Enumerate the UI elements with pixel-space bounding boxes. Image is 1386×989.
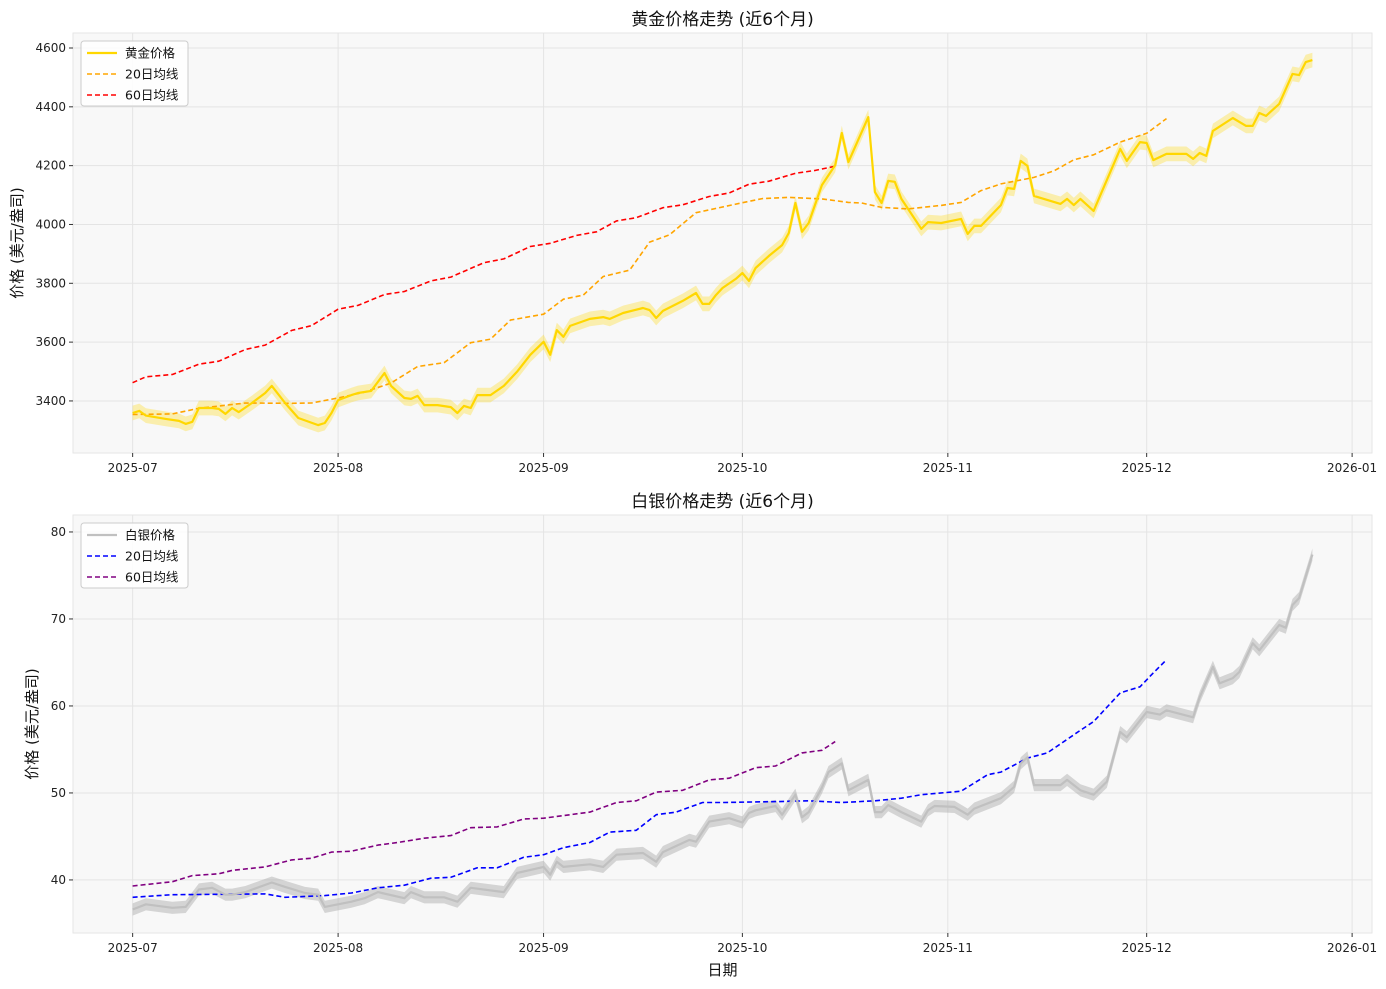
y-tick-label: 60: [51, 699, 66, 713]
plot-area: [72, 32, 1373, 454]
x-tick-label: 2025-07: [108, 941, 158, 955]
legend-label: 60日均线: [125, 570, 179, 585]
silver-series-ma60-line: [132, 740, 836, 887]
silver-series-price-line: [132, 554, 1314, 911]
y-tick-label: 70: [51, 612, 66, 626]
y-tick-label: 4600: [35, 41, 66, 55]
x-tick-label: 2025-10: [717, 941, 767, 955]
x-axis-label: 日期: [707, 961, 737, 979]
x-tick-label: 2025-12: [1122, 461, 1172, 475]
y-tick-label: 4000: [35, 217, 66, 231]
y-tick-label: 4400: [35, 100, 66, 114]
x-tick-label: 2025-10: [717, 461, 767, 475]
chart-title: 黄金价格走势 (近6个月): [631, 10, 813, 30]
y-tick-label: 40: [51, 873, 66, 887]
x-tick-label: 2025-11: [923, 461, 973, 475]
y-tick-label: 80: [51, 525, 66, 539]
legend-label: 黄金价格: [125, 46, 176, 61]
gold-price-chart: 2025-07 2025-08 2025-09 2025-10 2025-11 2025-…: [8, 10, 1377, 475]
x-tick-label: 2025-09: [518, 941, 568, 955]
legend-label: 白银价格: [125, 528, 176, 543]
x-tick-label: 2025-12: [1122, 941, 1172, 955]
y-tick-label: 3400: [35, 394, 66, 408]
chart-title: 白银价格走势 (近6个月): [631, 492, 813, 512]
gold-series-ma60-line: [132, 165, 836, 384]
x-tick-label: 2025-08: [313, 941, 363, 955]
legend-label: 20日均线: [125, 549, 179, 564]
plot-area: [72, 514, 1373, 934]
y-tick-label: 50: [51, 786, 66, 800]
y-axis-label: 价格 (美元/盎司): [23, 668, 41, 780]
legend-label: 60日均线: [125, 88, 179, 103]
x-tick-label: 2025-08: [313, 461, 363, 475]
y-tick-label: 3600: [35, 335, 66, 349]
x-tick-label: 2026-01: [1327, 941, 1377, 955]
x-tick-label: 2025-07: [108, 461, 158, 475]
legend-box: [80, 40, 189, 107]
legend: 白银价格 20日均线 60日均线: [80, 522, 189, 589]
legend-label: 20日均线: [125, 67, 179, 82]
y-axis-label: 价格 (美元/盎司): [8, 187, 26, 299]
legend: 黄金价格 20日均线 60日均线: [80, 40, 189, 107]
y-tick-label: 4200: [35, 159, 66, 173]
silver-price-chart: 2025-07 2025-08 2025-09 2025-10 2025-11 2025-…: [23, 492, 1377, 979]
x-tick-label: 2025-11: [923, 941, 973, 955]
legend-box: [80, 522, 189, 589]
y-tick-label: 3800: [35, 276, 66, 290]
x-tick-label: 2026-01: [1327, 461, 1377, 475]
x-tick-label: 2025-09: [518, 461, 568, 475]
